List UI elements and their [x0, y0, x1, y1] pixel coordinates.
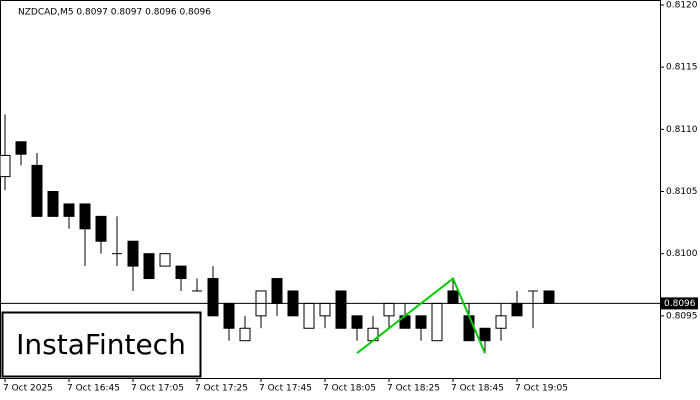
candle-body — [415, 315, 427, 329]
x-tick-label: 7 Oct 18:05 — [323, 384, 376, 394]
candle-body — [207, 278, 219, 317]
logo-text: InstaFintech — [16, 328, 186, 361]
candle-body — [463, 315, 475, 342]
candle-body — [335, 290, 347, 329]
candle-body — [495, 315, 507, 329]
candle-body — [31, 164, 43, 217]
x-tick-label: 7 Oct 17:45 — [259, 384, 312, 394]
candle-body — [383, 302, 395, 317]
candle-body — [63, 203, 75, 217]
candle-body — [511, 302, 523, 317]
candle-body — [159, 253, 171, 267]
y-tick-label: 0.8095 — [666, 311, 698, 321]
chart-title: NZDCAD,M5 0.8097 0.8097 0.8096 0.8096 — [18, 8, 211, 18]
candle-body — [431, 302, 443, 342]
candle-body — [351, 315, 363, 329]
candle-body — [319, 302, 331, 317]
x-tick-label: 7 Oct 2025 — [3, 384, 53, 394]
candle-body — [47, 191, 59, 217]
x-tick-label: 7 Oct 17:25 — [195, 384, 248, 394]
x-tick-label: 7 Oct 16:45 — [67, 384, 120, 394]
y-tick-label: 0.8120 — [666, 1, 698, 11]
candle-body — [447, 290, 459, 304]
candle-body — [79, 203, 91, 230]
candle-body — [479, 327, 491, 342]
pattern-line — [356, 276, 486, 354]
candle-body — [127, 240, 139, 267]
candle-body — [303, 302, 315, 329]
candle-body — [239, 327, 251, 342]
candle-body — [143, 253, 155, 280]
candle-body — [271, 278, 283, 304]
x-tick-label: 7 Oct 17:05 — [131, 384, 184, 394]
candle-body — [15, 141, 27, 155]
x-tick-label: 7 Oct 19:05 — [515, 384, 568, 394]
y-tick-label: 0.8115 — [666, 63, 698, 73]
candle-body — [0, 154, 11, 178]
candle-body — [223, 302, 235, 329]
logo-box — [1, 311, 202, 378]
candle-body — [175, 265, 187, 280]
candle-body — [95, 215, 107, 242]
x-tick-label: 7 Oct 18:25 — [387, 384, 440, 394]
y-tick-label: 0.8100 — [666, 249, 698, 259]
y-tick-label: 0.8110 — [666, 125, 698, 135]
y-tick-label: 0.8105 — [666, 187, 698, 197]
x-tick-label: 7 Oct 18:45 — [451, 384, 504, 394]
candle-body — [543, 290, 555, 304]
last-price-label: 0.8096 — [664, 299, 696, 309]
last-price-box — [661, 297, 698, 310]
